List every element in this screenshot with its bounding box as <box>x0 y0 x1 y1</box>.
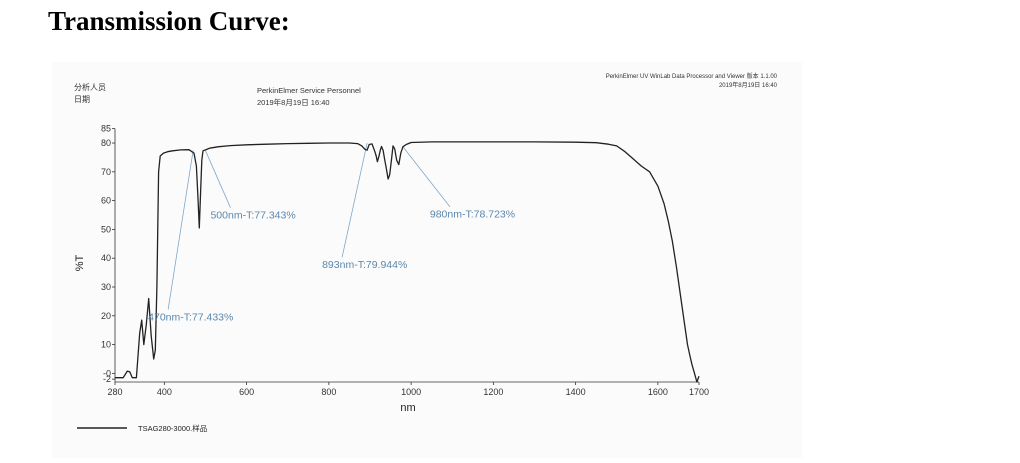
x-tick-label: 1200 <box>483 387 503 397</box>
page-title: Transmission Curve: <box>48 6 290 36</box>
y-tick-label: 10 <box>101 340 111 350</box>
y-tick-label: 85 <box>101 124 111 134</box>
chart-axes: -2-0 10 20 30 40 50 60 70 80 85 280 400 600 800 1000 12… <box>101 124 709 397</box>
annotation-leaders <box>167 143 451 310</box>
date-label: 日期 <box>74 95 90 104</box>
y-tick-label: -2 <box>103 374 111 384</box>
transmission-chart: 分析人员 日期 PerkinElmer Service Personnel 20… <box>74 72 778 433</box>
x-tick-label: 400 <box>157 387 172 397</box>
x-axis-label: nm <box>400 402 415 414</box>
x-tick-label: 600 <box>239 387 254 397</box>
legend-entry: TSAG280-3000.样品 <box>138 423 207 433</box>
spectrum-series-line <box>115 141 700 383</box>
spectrum-report: 分析人员 日期 PerkinElmer Service Personnel 20… <box>52 62 802 458</box>
y-tick-label: 60 <box>101 196 111 206</box>
y-tick-label: 70 <box>101 167 111 177</box>
x-tick-label: 1700 <box>689 387 709 397</box>
y-tick-label: -0 <box>103 368 111 378</box>
annotation-leader-line <box>341 143 368 258</box>
y-tick-label: 30 <box>101 282 111 292</box>
x-tick-label: 1600 <box>648 387 668 397</box>
y-tick-label: 50 <box>101 224 111 234</box>
x-tick-label: 1400 <box>566 387 586 397</box>
annotation-label: 500nm-T:77.343% <box>210 210 295 222</box>
y-tick-label: 20 <box>101 311 111 321</box>
axis-labels: %T nm <box>74 254 416 414</box>
annotation-leader-line <box>402 146 451 207</box>
y-axis-label: %T <box>74 254 86 271</box>
x-tick-label: 280 <box>107 387 122 397</box>
annotation-label: 893nm-T:79.944% <box>322 259 407 271</box>
software-version: PerkinElmer UV WinLab Data Processor and… <box>606 72 778 80</box>
x-tick-label: 1000 <box>401 387 421 397</box>
x-tick-label: 800 <box>321 387 336 397</box>
annotation-label: 980nm-T:78.723% <box>430 209 515 221</box>
y-tick-label: 40 <box>101 253 111 263</box>
annotation-leader-line <box>205 150 231 208</box>
series-layer <box>115 141 700 383</box>
annotation-label: 470nm-T:77.433% <box>148 311 233 323</box>
y-tick-label: 80 <box>101 138 111 148</box>
annotation-leader-line <box>167 150 194 310</box>
software-date: 2019年8月19日 16:40 <box>719 81 778 89</box>
analyst-label: 分析人员 <box>74 82 106 92</box>
legend: TSAG280-3000.样品 <box>77 423 207 433</box>
operator-date: 2019年8月19日 16:40 <box>257 97 330 107</box>
annotation-labels: 470nm-T:77.433% 500nm-T:77.343% 893nm-T:79… <box>148 209 515 324</box>
operator-name: PerkinElmer Service Personnel <box>257 86 361 95</box>
